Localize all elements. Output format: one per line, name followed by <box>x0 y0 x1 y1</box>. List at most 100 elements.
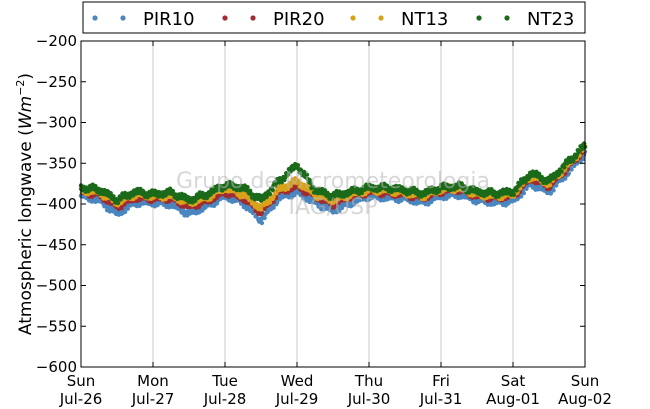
x-tick-label-day: Sat <box>501 372 526 390</box>
legend-marker <box>222 15 228 21</box>
watermark-line-1: Grupo de Micrometeorologia <box>176 169 490 194</box>
legend: PIR10 PIR20 NT13 NT23 <box>82 1 586 34</box>
data-point <box>547 183 553 188</box>
data-point <box>262 206 267 212</box>
y-axis-label-unit-open: ( <box>16 129 36 136</box>
data-point <box>275 200 280 205</box>
data-point <box>208 197 213 202</box>
data-point <box>551 188 556 193</box>
legend-marker <box>92 15 98 21</box>
data-point <box>285 172 291 177</box>
data-point <box>548 191 553 196</box>
x-tick-label-date: Jul-30 <box>347 390 391 408</box>
y-axis-label: Atmospheric longwave (Wm−2) <box>14 73 36 335</box>
y-axis-label-text: Atmospheric longwave <box>16 141 36 335</box>
x-tick-label-date: Jul-27 <box>131 390 175 408</box>
x-tick-label-date: Jul-26 <box>59 390 103 408</box>
data-point <box>577 149 582 154</box>
data-point <box>271 194 276 199</box>
legend-label: NT23 <box>527 9 574 30</box>
data-point <box>562 165 567 170</box>
x-tick-label-date: Aug-02 <box>558 390 612 408</box>
y-tick-label: −450 <box>36 236 77 254</box>
y-axis-label-unit-m: m <box>16 96 36 113</box>
y-tick-label: −600 <box>36 358 77 376</box>
legend-box <box>82 1 586 34</box>
legend-item-nt23: NT23 <box>476 9 574 30</box>
legend-marker <box>504 15 510 21</box>
data-point <box>122 209 128 215</box>
data-point <box>274 191 279 196</box>
data-points <box>78 141 588 226</box>
data-point <box>308 180 313 186</box>
x-tick-label-day: Wed <box>281 372 314 390</box>
watermark: Grupo de Micrometeorologia IAG/USP <box>176 169 490 220</box>
data-point <box>111 194 116 199</box>
data-point <box>556 172 562 177</box>
legend-item-pir20: PIR20 <box>222 9 325 30</box>
x-tick-label-date: Jul-29 <box>275 390 319 408</box>
data-point <box>514 188 519 193</box>
data-point <box>115 200 121 206</box>
legend-marker <box>378 15 384 21</box>
series-nt23 <box>78 141 588 206</box>
y-axis-label-unit-close: ) <box>16 73 36 80</box>
data-point <box>267 200 273 205</box>
legend-marker <box>476 15 482 21</box>
x-tick-label-date: Jul-31 <box>419 390 463 408</box>
data-point <box>193 198 198 203</box>
x-tick-label-day: Sun <box>571 372 600 390</box>
y-axis: −200 −250 −300 −350 −400 −450 −500 −550 −600 <box>36 32 585 376</box>
legend-label: PIR10 <box>143 9 195 30</box>
data-point <box>569 167 574 172</box>
data-point <box>518 194 524 199</box>
data-point <box>108 191 113 196</box>
data-point <box>285 186 291 192</box>
data-point <box>521 191 526 196</box>
data-point <box>422 196 427 202</box>
y-tick-label: −200 <box>36 32 77 50</box>
data-point <box>511 192 517 197</box>
x-tick-label-day: Mon <box>137 372 169 390</box>
data-point <box>196 204 202 210</box>
data-point <box>304 172 310 177</box>
data-point <box>295 163 301 168</box>
x-tick-label-day: Fri <box>432 372 450 390</box>
y-tick-label: −400 <box>36 195 77 213</box>
y-axis-label-unit-w: W <box>16 111 36 129</box>
legend-label: NT13 <box>401 9 448 30</box>
legend-item-pir10: PIR10 <box>92 9 195 30</box>
data-point <box>259 220 265 226</box>
data-point <box>566 171 571 176</box>
data-point <box>270 187 275 193</box>
data-point <box>267 191 273 197</box>
data-point <box>536 171 542 176</box>
legend-item-nt13: NT13 <box>350 9 448 30</box>
y-tick-label: −300 <box>36 114 77 132</box>
data-point <box>200 208 205 213</box>
legend-label: PIR20 <box>273 9 325 30</box>
legend-marker <box>120 15 126 21</box>
grid-lines <box>152 41 514 367</box>
data-point <box>302 169 307 175</box>
legend-marker <box>350 15 356 21</box>
x-tick-label-day: Thu <box>354 372 383 390</box>
data-point <box>245 185 250 190</box>
x-tick-label-date: Jul-28 <box>203 390 247 408</box>
data-point <box>581 156 586 162</box>
legend-marker <box>250 15 256 21</box>
x-tick-label-day: Tue <box>211 372 238 390</box>
data-point <box>459 181 464 186</box>
data-point <box>119 205 124 211</box>
data-point <box>258 207 264 212</box>
x-axis: SunJul-26MonJul-27TueJul-28WedJul-29ThuJ… <box>59 41 612 408</box>
watermark-line-2: IAG/USP <box>289 195 378 220</box>
data-point <box>337 208 342 214</box>
x-tick-label-date: Aug-01 <box>486 390 540 408</box>
data-point <box>559 169 564 174</box>
data-point <box>271 205 276 210</box>
x-tick-label-day: Sun <box>67 372 96 390</box>
y-tick-label: −550 <box>36 317 77 335</box>
y-tick-label: −250 <box>36 73 77 91</box>
